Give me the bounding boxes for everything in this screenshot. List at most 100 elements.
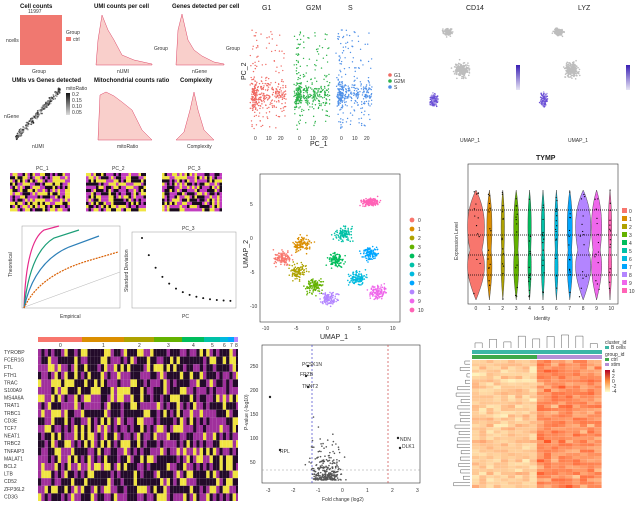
feature-point <box>569 65 571 67</box>
pca-point <box>262 125 263 126</box>
pca-point <box>298 61 299 62</box>
feature-point <box>431 98 433 100</box>
umap-point <box>295 271 297 273</box>
pc-heat-cell <box>58 195 61 198</box>
pca-point <box>318 53 319 54</box>
umap-point <box>372 289 374 291</box>
violin-point <box>595 280 596 281</box>
pc-heat-cell <box>180 199 183 202</box>
umap-point <box>294 264 296 266</box>
pc-heat-cell <box>217 199 220 202</box>
pca-point <box>323 102 324 103</box>
pc-heat-cell <box>89 192 92 195</box>
pc-heat-cell <box>96 202 99 205</box>
pc-heat-cell <box>131 195 134 198</box>
pca-point <box>283 107 284 108</box>
umap-point <box>298 240 300 242</box>
pca-point <box>261 80 262 81</box>
marker-heat-cell <box>200 349 203 357</box>
pc-heat-cell <box>109 192 112 195</box>
umap-point <box>292 261 294 263</box>
pc-heat-cell <box>212 183 215 186</box>
pc-heat-cell <box>23 192 26 195</box>
umap-point <box>296 251 298 253</box>
pca-point <box>274 60 275 61</box>
umap-point <box>338 258 340 260</box>
violin-point <box>597 198 598 199</box>
umap-point <box>335 264 337 266</box>
violin-point <box>502 211 503 212</box>
pc-heat-cell <box>114 199 117 202</box>
pc-heat-cell <box>109 189 112 192</box>
pc-heat-cell <box>111 189 114 192</box>
pca-facet-g2m: G2M <box>306 5 321 12</box>
cell-counts-xlabel: Group <box>32 69 46 75</box>
pc-heat-cell <box>134 199 137 202</box>
pca-point <box>262 116 263 117</box>
pca-point <box>284 115 285 116</box>
pc-heat-cell <box>60 173 63 176</box>
pca-point <box>273 105 274 106</box>
umap-point <box>375 297 377 299</box>
feature-point <box>571 64 573 66</box>
pca-point <box>349 35 350 36</box>
pca-point <box>362 64 363 65</box>
pc-heat-cell <box>50 195 53 198</box>
scatter-point <box>47 103 49 105</box>
umap-point <box>282 256 284 258</box>
pca-point <box>282 94 283 95</box>
umap-point <box>385 292 387 294</box>
umap-point <box>383 283 385 285</box>
pc-heat-cell <box>15 199 18 202</box>
umap-point <box>287 252 289 254</box>
scatter-point <box>38 109 40 111</box>
marker-heat-cell <box>157 357 160 365</box>
umap-point <box>300 241 302 243</box>
pc-heat-cell <box>13 192 16 195</box>
pca-point <box>365 88 366 89</box>
umap-point <box>289 264 291 266</box>
umap-point <box>373 258 375 260</box>
pca-point <box>263 96 264 97</box>
pca-point <box>316 81 317 82</box>
marker-heat-cell <box>48 357 51 365</box>
violin-shape <box>555 190 558 300</box>
marker-heat-cell <box>84 349 87 357</box>
pc-heat-cell <box>106 199 109 202</box>
pc-heat-cell <box>134 186 137 189</box>
umap-point <box>339 236 341 238</box>
scatter-legend-bar <box>66 93 70 115</box>
pca-point <box>361 123 362 124</box>
pc-heat-cell <box>91 205 94 208</box>
umap-point <box>358 273 360 275</box>
violin-point <box>528 281 529 282</box>
umap-point <box>295 249 297 251</box>
pc-heat-cell <box>134 205 137 208</box>
pc-heat-cell <box>129 186 132 189</box>
feature-point <box>446 36 448 38</box>
pc-heat-cell <box>40 189 43 192</box>
pc-heat-cell <box>139 202 142 205</box>
pca-point <box>267 85 268 86</box>
umap-point <box>363 275 365 277</box>
pca-point <box>357 104 358 105</box>
pca-point <box>370 96 371 97</box>
violin-point <box>598 262 599 263</box>
pca-point <box>325 121 326 122</box>
feature-point <box>461 77 463 79</box>
pca-point <box>340 103 341 104</box>
violin-point <box>556 288 557 289</box>
umap-point <box>336 230 338 232</box>
violin-point <box>502 298 503 299</box>
umap-point <box>317 290 319 292</box>
umap-point <box>377 285 379 287</box>
pc-heat-cell <box>116 183 119 186</box>
pca-point <box>285 98 286 99</box>
violin-legend-label: 0 <box>629 209 632 215</box>
pca-point <box>347 42 348 43</box>
pc-heat-cell <box>175 205 178 208</box>
umap-point <box>316 282 318 284</box>
pc-heat-cell <box>55 183 58 186</box>
pc-heat-cell <box>48 189 51 192</box>
pca-point <box>255 109 256 110</box>
